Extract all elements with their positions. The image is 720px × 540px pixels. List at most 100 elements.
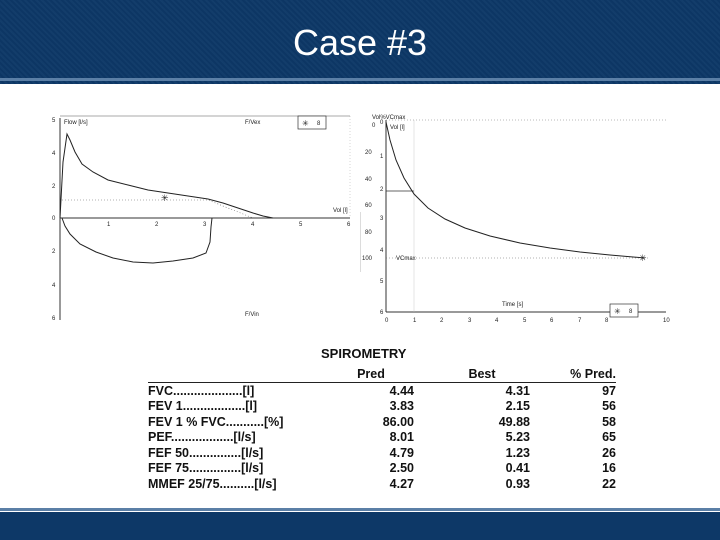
vt-xtick-5: 5 (523, 318, 527, 324)
slide-footer (0, 512, 720, 540)
row-pct: 97 (602, 383, 616, 398)
spirometry-header-pct: % Pred. (530, 366, 616, 383)
flow-xtick-5: 5 (299, 222, 303, 228)
flow-bottom-label: F/Vin (245, 312, 259, 318)
vt-xtick-3: 3 (468, 318, 472, 324)
row-label: MMEF 25/75..........[l/s] (148, 476, 277, 491)
row-pred: 8.01 (389, 430, 414, 445)
spirometry-title: SPIROMETRY (321, 346, 407, 361)
row-pred: 4.27 (389, 476, 414, 491)
vt-x-label: Time [s] (502, 302, 523, 308)
row-label: PEF..................[l/s] (148, 430, 256, 445)
vt-xtick-0: 0 (385, 318, 389, 324)
spirometry-header-row: Pred Best % Pred. (148, 366, 616, 383)
spirometry-table: Pred Best % Pred. FVC...................… (148, 366, 616, 492)
flow-inspiratory-curve (61, 217, 213, 264)
row-label: FEV 1..................[l] (148, 399, 258, 414)
flow-ytick-neg4: 4 (52, 283, 56, 289)
row-pred: 86.00 (382, 414, 414, 429)
vt-left-tick-60: 60 (365, 203, 372, 209)
row-label: FEF 50...............[l/s] (148, 445, 264, 460)
row-pred: 2.50 (389, 461, 414, 476)
row-best: 49.88 (498, 414, 530, 429)
vt-xtick-6: 6 (550, 318, 554, 324)
row-pct: 56 (602, 399, 616, 414)
flow-legend-box (297, 115, 327, 130)
vt-right-tick-3: 3 (380, 216, 384, 222)
vt-xtick-2: 2 (440, 318, 444, 324)
flow-top-label: F/Vex (245, 120, 260, 126)
flow-legend-star-icon: ✳ (302, 119, 309, 128)
vt-right-tick-5: 5 (380, 279, 384, 285)
row-label: FVC....................[l] (148, 383, 255, 398)
row-best: 0.93 (505, 476, 530, 491)
vt-right-tick-1: 1 (380, 154, 384, 160)
row-best: 0.41 (505, 461, 530, 476)
table-row: PEF..................[l/s] 8.01 5.23 65 (148, 430, 616, 446)
flow-volume-chart: 5 4 2 0 2 4 6 1 2 3 4 5 6 Flow [l/s] F/V… (48, 112, 360, 324)
row-best: 2.15 (505, 399, 530, 414)
vt-left-tick-40: 40 (365, 177, 372, 183)
slide-title: Case #3 (292, 22, 428, 63)
row-pred: 3.83 (389, 399, 414, 414)
flow-best-marker-icon: ✳ (161, 193, 169, 203)
row-pred: 4.79 (389, 445, 414, 460)
table-row: FVC....................[l] 4.44 4.31 97 (148, 383, 616, 399)
flow-x-label: Vol [l] (333, 208, 348, 214)
vt-right-tick-0: 0 (380, 120, 384, 126)
vt-legend-box (609, 303, 639, 318)
vt-xtick-1: 1 (413, 318, 417, 324)
vt-left-tick-80: 80 (365, 230, 372, 236)
slide-header (0, 0, 720, 84)
vt-best-marker-icon: ✳ (639, 253, 647, 263)
vt-xtick-4: 4 (495, 318, 499, 324)
flow-expiratory-curve (59, 132, 274, 219)
spirometry-header-label (148, 366, 318, 383)
vt-xtick-10: 10 (663, 318, 670, 324)
row-pred: 4.44 (389, 383, 414, 398)
vt-label-vol-pct: Vol%VCmax (372, 115, 405, 121)
row-pct: 16 (602, 461, 616, 476)
flow-ytick-2: 2 (52, 184, 56, 190)
flow-xtick-3: 3 (203, 222, 207, 228)
spirometry-header-pred: Pred (318, 366, 414, 383)
table-row: FEV 1 % FVC...........[%] 86.00 49.88 58 (148, 414, 616, 430)
table-row: FEV 1..................[l] 3.83 2.15 56 (148, 399, 616, 415)
table-row: FEF 75...............[l/s] 2.50 0.41 16 (148, 461, 616, 477)
vt-left-tick-100: 100 (362, 256, 373, 262)
table-row: MMEF 25/75..........[l/s] 4.27 0.93 22 (148, 476, 616, 492)
table-row: FEF 50...............[l/s] 4.79 1.23 26 (148, 445, 616, 461)
row-pct: 58 (602, 414, 616, 429)
row-pct: 65 (602, 430, 616, 445)
vt-label-vol: Vol [l] (390, 125, 405, 131)
vt-legend-star-icon: ✳ (614, 307, 621, 316)
spirometry-header-best: Best (414, 366, 530, 383)
row-label: FEV 1 % FVC...........[%] (148, 414, 284, 429)
vt-xtick-7: 7 (578, 318, 582, 324)
row-best: 1.23 (505, 445, 530, 460)
row-pct: 26 (602, 445, 616, 460)
vt-right-tick-4: 4 (380, 248, 384, 254)
flow-xtick-4: 4 (251, 222, 255, 228)
row-label: FEF 75...............[l/s] (148, 461, 264, 476)
flow-xtick-1: 1 (107, 222, 111, 228)
flow-legend-label: 8 (317, 121, 321, 127)
flow-xtick-2: 2 (155, 222, 159, 228)
vt-volume-curve (385, 121, 646, 259)
volume-time-chart: Vol%VCmax Vol [l] 0 20 40 60 80 100 0 1 … (360, 112, 672, 324)
flow-ytick-neg6: 6 (52, 316, 56, 322)
vt-right-tick-6: 6 (380, 310, 384, 316)
vt-legend-label: 8 (629, 309, 633, 315)
flow-ytick-0: 0 (52, 216, 56, 222)
vt-left-tick-20: 20 (365, 150, 372, 156)
vt-right-tick-2: 2 (380, 187, 384, 193)
flow-ytick-4: 4 (52, 151, 56, 157)
vt-left-tick-0: 0 (372, 123, 376, 129)
flow-y-label: Flow [l/s] (64, 120, 88, 126)
vt-xtick-8: 8 (605, 318, 609, 324)
flow-ytick-neg2: 2 (52, 249, 56, 255)
row-best: 5.23 (505, 430, 530, 445)
header-rule (0, 78, 720, 81)
flow-xtick-6: 6 (347, 222, 351, 228)
flow-ytick-5: 5 (52, 118, 56, 124)
